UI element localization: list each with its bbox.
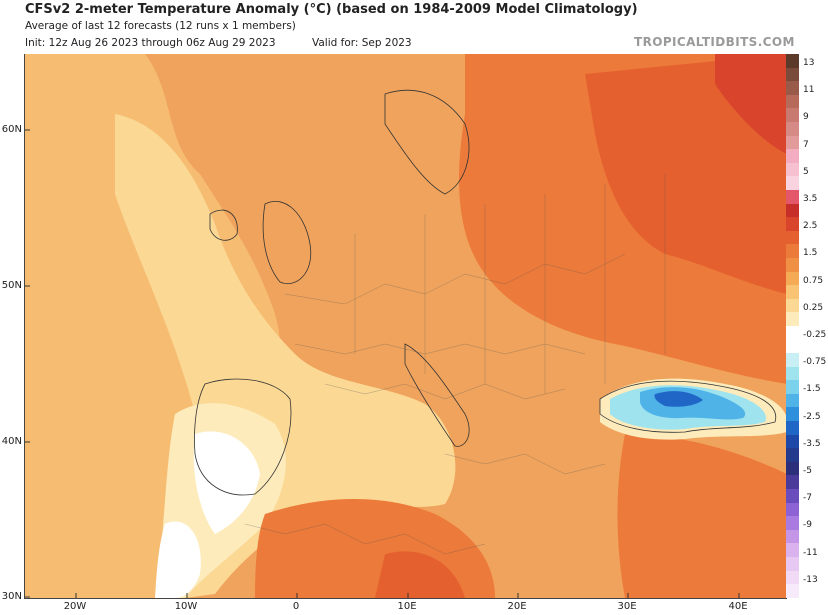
anomaly-zone-middle-east bbox=[617, 434, 787, 598]
colorbar-swatch bbox=[786, 380, 799, 394]
colorbar-swatch bbox=[786, 217, 799, 231]
colorbar-swatch bbox=[786, 176, 799, 190]
colorbar-swatch bbox=[786, 285, 799, 299]
colorbar-swatch bbox=[786, 54, 799, 68]
colorbar-swatch bbox=[786, 325, 799, 340]
colorbar-label: -9 bbox=[803, 520, 812, 531]
colorbar-swatch bbox=[786, 529, 799, 544]
lat-label-50n: 50N bbox=[1, 280, 22, 291]
colorbar-swatch bbox=[786, 94, 799, 109]
colorbar-label: 13 bbox=[803, 58, 815, 68]
anomaly-zone-iberia-neutral bbox=[193, 431, 260, 534]
colorbar-swatch bbox=[786, 461, 799, 476]
colorbar bbox=[786, 54, 799, 598]
anomaly-zone-blacksea-coldest bbox=[654, 391, 703, 407]
colorbar-swatch bbox=[786, 448, 799, 462]
lat-label-30n: 30N bbox=[1, 591, 22, 602]
italy-outline bbox=[404, 343, 470, 447]
colorbar-label: 7 bbox=[803, 139, 809, 150]
anomaly-zone-libya-hot bbox=[375, 551, 465, 598]
iberia-outline bbox=[194, 378, 292, 496]
colorbar-swatch bbox=[786, 271, 799, 286]
british-isles-outline bbox=[262, 201, 312, 284]
lon-label-20e: 20E bbox=[507, 601, 527, 612]
lon-label-0: 0 bbox=[292, 601, 300, 612]
colorbar-label: -5 bbox=[803, 466, 812, 476]
colorbar-swatch bbox=[786, 434, 799, 449]
colorbar-swatch bbox=[786, 556, 799, 571]
colorbar-swatch bbox=[786, 108, 799, 122]
colorbar-swatch bbox=[786, 298, 799, 313]
colorbar-swatch bbox=[786, 584, 799, 598]
lon-label-40e: 40E bbox=[728, 601, 748, 612]
colorbar-swatch bbox=[786, 244, 799, 258]
colorbar-swatch bbox=[786, 81, 799, 95]
colorbar-swatch bbox=[786, 149, 799, 163]
colorbar-swatch bbox=[786, 189, 799, 204]
lon-label-10e: 10E bbox=[397, 601, 417, 612]
colorbar-swatch bbox=[786, 67, 799, 82]
colorbar-label: -0.75 bbox=[803, 357, 827, 368]
lat-label-60n: 60N bbox=[1, 124, 22, 135]
colorbar-swatch bbox=[786, 421, 799, 435]
colorbar-label: 0.25 bbox=[803, 302, 824, 313]
colorbar-swatch bbox=[786, 570, 799, 585]
colorbar-swatch bbox=[786, 162, 799, 177]
colorbar-swatch bbox=[786, 339, 799, 354]
colorbar-swatch bbox=[786, 407, 799, 422]
scandinavia-outline bbox=[384, 90, 470, 195]
colorbar-label: 5 bbox=[803, 166, 809, 177]
lon-label-20w: 20W bbox=[63, 601, 87, 612]
colorbar-label: -11 bbox=[803, 547, 818, 558]
anomaly-zone-russia-hot bbox=[715, 54, 787, 154]
map-subtitle: Average of last 12 forecasts (12 runs x … bbox=[25, 20, 296, 32]
colorbar-label: -0.25 bbox=[803, 330, 827, 340]
border-lines bbox=[244, 174, 666, 555]
colorbar-swatch bbox=[786, 230, 799, 245]
lon-label-10w: 10W bbox=[174, 601, 198, 612]
init-range: Init: 12z Aug 26 2023 through 06z Aug 29… bbox=[25, 37, 276, 49]
map-title: CFSv2 2-meter Temperature Anomaly (°C) (… bbox=[25, 2, 638, 17]
colorbar-label: 2.5 bbox=[803, 221, 818, 232]
colorbar-swatch bbox=[786, 121, 799, 136]
colorbar-label: 1.5 bbox=[803, 248, 818, 259]
anomaly-zone-russia-warm bbox=[585, 54, 787, 294]
colorbar-label: -1.5 bbox=[803, 384, 821, 395]
colorbar-label: -13 bbox=[803, 574, 818, 585]
black-sea-outline bbox=[599, 380, 777, 433]
lat-label-40n: 40N bbox=[1, 436, 22, 447]
anomaly-zone-morocco-neutral bbox=[155, 521, 201, 598]
map-header: CFSv2 2-meter Temperature Anomaly (°C) (… bbox=[0, 0, 828, 54]
colorbar-swatch bbox=[786, 257, 799, 272]
ireland-outline bbox=[209, 209, 238, 241]
colorbar-label: 9 bbox=[803, 112, 809, 123]
colorbar-label: -7 bbox=[803, 493, 812, 504]
graticule-ticks bbox=[25, 129, 740, 598]
colorbar-label: -3.5 bbox=[803, 438, 821, 449]
colorbar-swatch bbox=[786, 543, 799, 557]
colorbar-swatch bbox=[786, 312, 799, 326]
colorbar-swatch bbox=[786, 475, 799, 489]
colorbar-label: -2.5 bbox=[803, 411, 821, 422]
colorbar-swatch bbox=[786, 366, 799, 381]
lon-label-30e: 30E bbox=[617, 601, 637, 612]
colorbar-swatch bbox=[786, 135, 799, 150]
colorbar-swatch bbox=[786, 393, 799, 408]
colorbar-swatch bbox=[786, 353, 799, 367]
map-canvas bbox=[25, 54, 787, 598]
colorbar-label: 0.75 bbox=[803, 275, 824, 286]
colorbar-swatch bbox=[786, 502, 799, 517]
brand-watermark: TROPICALTIDBITS.COM bbox=[634, 35, 795, 49]
colorbar-label: 3.5 bbox=[803, 194, 818, 204]
colorbar-label: 11 bbox=[803, 85, 815, 96]
colorbar-swatch bbox=[786, 516, 799, 530]
colorbar-swatch bbox=[786, 203, 799, 218]
colorbar-swatch bbox=[786, 489, 799, 503]
valid-period: Valid for: Sep 2023 bbox=[312, 37, 412, 49]
temperature-anomaly-map[interactable] bbox=[24, 54, 787, 599]
